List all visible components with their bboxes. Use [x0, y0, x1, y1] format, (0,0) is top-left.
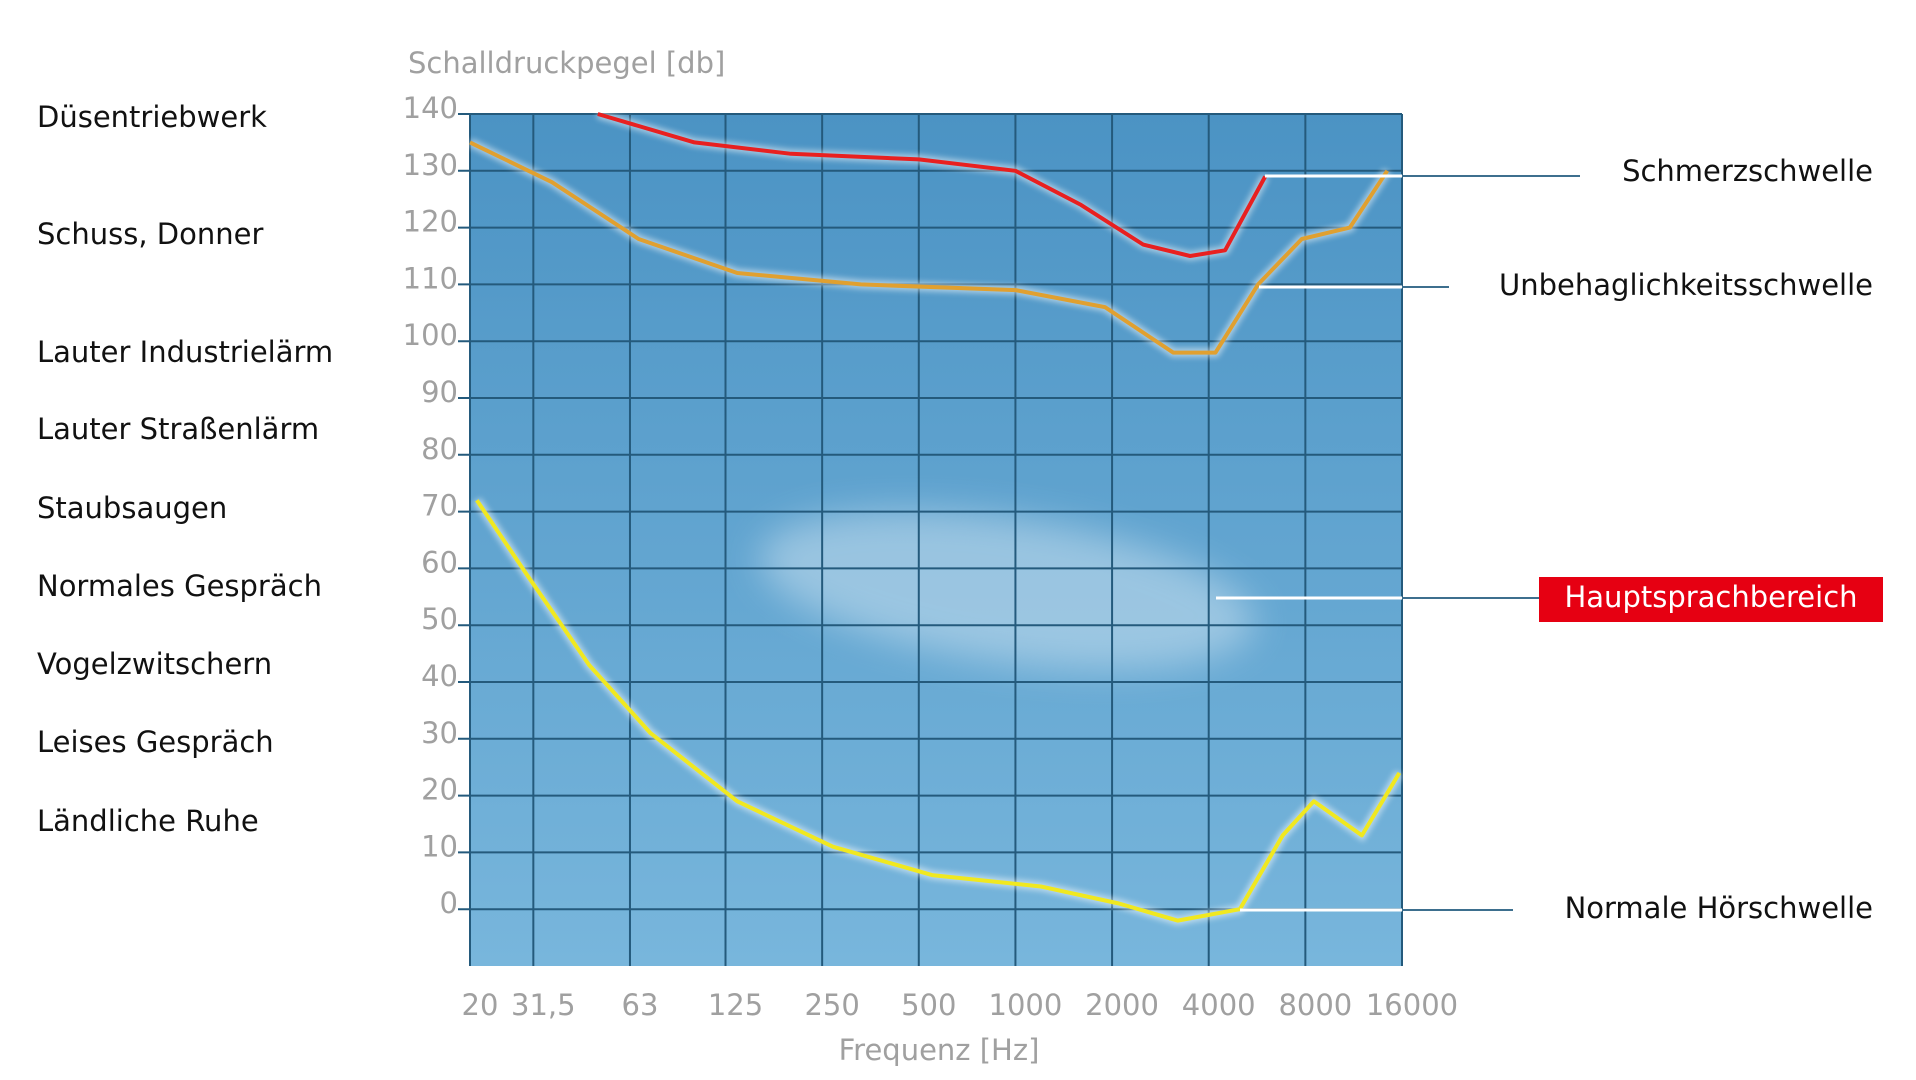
x-tick-label: 500 — [901, 988, 956, 1022]
x-axis-label: Frequenz [Hz] — [839, 1033, 1040, 1067]
y-tick-label: 40 — [421, 659, 458, 693]
series-line — [469, 140, 1389, 355]
y-tick-label: 100 — [403, 318, 458, 352]
annotation: Hauptsprachbereich — [1564, 580, 1857, 614]
sound-example: Staubsaugen — [37, 491, 227, 525]
y-axis-label: Schalldruckpegel [db] — [408, 46, 725, 80]
sound-example: Normales Gespräch — [37, 569, 322, 603]
sound-example: Schuss, Donner — [37, 217, 263, 251]
sound-example: Leises Gespräch — [37, 725, 274, 759]
annotation-box — [1539, 577, 1883, 622]
y-tick-label: 90 — [421, 375, 458, 409]
y-tick-label: 0 — [440, 886, 458, 920]
series-line — [475, 499, 1402, 923]
y-tick-label: 10 — [421, 829, 458, 863]
sound-example: Düsentriebwerk — [37, 100, 267, 134]
x-tick-label: 250 — [804, 988, 859, 1022]
series-label: Normale Hörschwelle — [1565, 891, 1873, 925]
x-tick-label: 2000 — [1085, 988, 1159, 1022]
sound-example: Vogelzwitschern — [37, 647, 272, 681]
x-tick-label: 4000 — [1182, 988, 1256, 1022]
sound-example: Lauter Industrielärm — [37, 335, 333, 369]
x-tick-label: 31,5 — [511, 988, 576, 1022]
x-tick-label: 8000 — [1278, 988, 1352, 1022]
x-tick-label: 16000 — [1366, 988, 1458, 1022]
y-tick-label: 110 — [403, 261, 458, 295]
series-label: Unbehaglichkeitsschwelle — [1499, 268, 1873, 302]
x-tick-label: 1000 — [989, 988, 1063, 1022]
y-tick-label: 80 — [421, 432, 458, 466]
sound-example: Lauter Straßenlärm — [37, 412, 319, 446]
speech-area — [759, 510, 1255, 670]
sound-example: Ländliche Ruhe — [37, 804, 259, 838]
y-tick-label: 60 — [421, 545, 458, 579]
y-tick-label: 30 — [421, 716, 458, 750]
series-line — [597, 112, 1267, 258]
y-tick-label: 130 — [403, 148, 458, 182]
x-tick-label: 63 — [622, 988, 659, 1022]
y-tick-label: 50 — [421, 602, 458, 636]
y-tick-label: 140 — [403, 91, 458, 125]
x-tick-label: 125 — [708, 988, 763, 1022]
series-label: Schmerzschwelle — [1622, 154, 1873, 188]
y-tick-label: 70 — [421, 489, 458, 523]
y-tick-label: 20 — [421, 773, 458, 807]
x-tick-label: 20 — [462, 988, 499, 1022]
y-tick-label: 120 — [403, 205, 458, 239]
